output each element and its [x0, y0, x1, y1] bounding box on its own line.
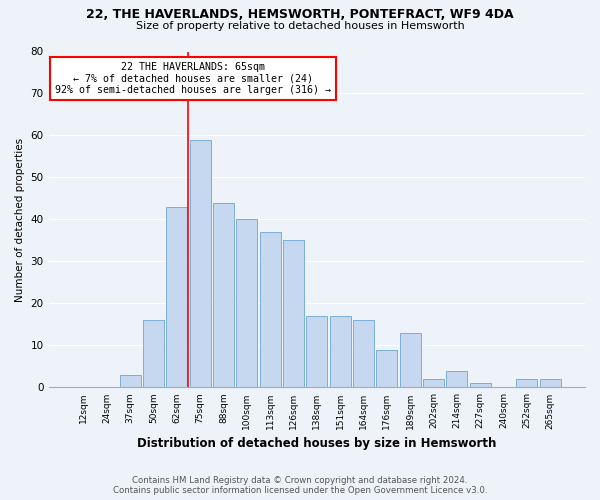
Bar: [236, 220, 257, 388]
Bar: [143, 320, 164, 388]
Bar: [119, 375, 140, 388]
Bar: [166, 207, 187, 388]
Bar: [306, 316, 327, 388]
Bar: [190, 140, 211, 388]
Bar: [516, 379, 537, 388]
Bar: [400, 333, 421, 388]
Bar: [283, 240, 304, 388]
Text: Contains HM Land Registry data © Crown copyright and database right 2024.
Contai: Contains HM Land Registry data © Crown c…: [113, 476, 487, 495]
Text: Size of property relative to detached houses in Hemsworth: Size of property relative to detached ho…: [136, 21, 464, 31]
Text: 22, THE HAVERLANDS, HEMSWORTH, PONTEFRACT, WF9 4DA: 22, THE HAVERLANDS, HEMSWORTH, PONTEFRAC…: [86, 8, 514, 20]
Bar: [470, 383, 491, 388]
Bar: [446, 370, 467, 388]
Bar: [423, 379, 444, 388]
Y-axis label: Number of detached properties: Number of detached properties: [15, 138, 25, 302]
Bar: [353, 320, 374, 388]
Bar: [329, 316, 350, 388]
X-axis label: Distribution of detached houses by size in Hemsworth: Distribution of detached houses by size …: [137, 437, 496, 450]
Bar: [213, 202, 234, 388]
Bar: [376, 350, 397, 388]
Bar: [539, 379, 560, 388]
Bar: [260, 232, 281, 388]
Text: 22 THE HAVERLANDS: 65sqm
← 7% of detached houses are smaller (24)
92% of semi-de: 22 THE HAVERLANDS: 65sqm ← 7% of detache…: [55, 62, 331, 95]
